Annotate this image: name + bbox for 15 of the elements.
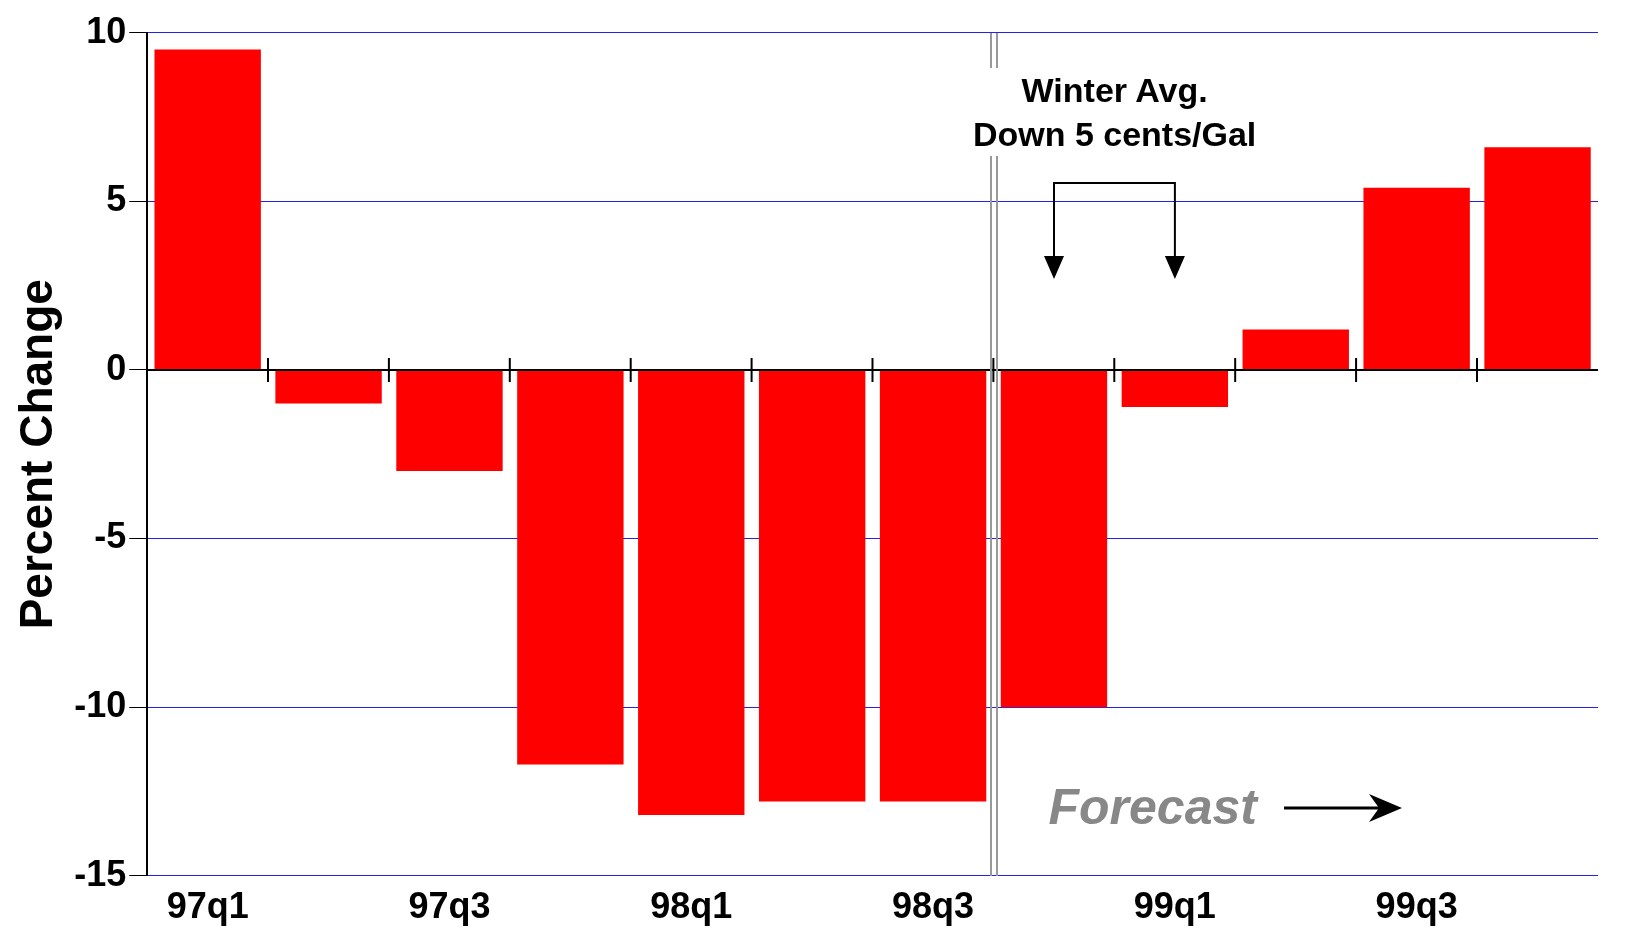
x-tick-label: 98q1 — [650, 885, 733, 927]
y-tick-label: 10 — [86, 9, 127, 51]
x-tick-label: 98q3 — [892, 885, 975, 927]
x-tick-label: 99q3 — [1375, 885, 1458, 927]
y-axis-title: Percent Change — [10, 279, 63, 630]
y-tick-label: -15 — [74, 852, 127, 894]
x-tick-label: 97q3 — [408, 885, 491, 927]
annotation: Winter Avg. Down 5 cents/Gal — [963, 67, 1266, 156]
y-tick-label: -10 — [74, 684, 127, 726]
x-tick-label: 97q1 — [166, 885, 249, 927]
x-tick-label: 99q1 — [1133, 885, 1216, 927]
annotation: Forecast — [1048, 778, 1257, 837]
y-tick-label: 5 — [106, 178, 127, 220]
y-tick-label: -5 — [94, 515, 127, 557]
y-tick-label: 0 — [106, 346, 127, 388]
